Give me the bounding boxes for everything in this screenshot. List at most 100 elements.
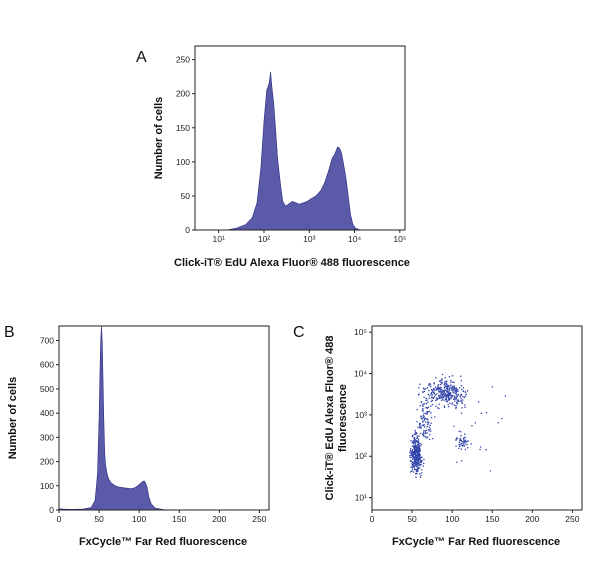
scatter-point bbox=[414, 442, 417, 444]
scatter-point bbox=[461, 401, 463, 403]
scatter-point bbox=[460, 435, 462, 437]
scatter-point bbox=[419, 405, 421, 407]
scatter-point bbox=[413, 456, 415, 458]
scatter-point bbox=[415, 469, 417, 471]
scatter-point bbox=[456, 400, 458, 402]
scatter-c: 0 50 100 150 200 250 10¹ 10² 10³ 10⁴ 10⁵ FxCycle™ … bbox=[324, 325, 583, 548]
scatter-point bbox=[459, 396, 461, 398]
scatter-point bbox=[423, 458, 425, 461]
scatter-point bbox=[447, 403, 449, 406]
scatter-point bbox=[443, 387, 445, 389]
chart-c-x-tick-label: 50 bbox=[407, 514, 417, 524]
scatter-point bbox=[416, 446, 419, 448]
scatter-point bbox=[485, 412, 488, 414]
scatter-point bbox=[413, 445, 416, 447]
scatter-point bbox=[474, 422, 477, 424]
scatter-point bbox=[444, 381, 446, 383]
scatter-point bbox=[433, 382, 435, 384]
scatter-point bbox=[441, 398, 444, 400]
scatter-point bbox=[441, 378, 443, 380]
scatter-point bbox=[452, 381, 454, 383]
scatter-point bbox=[463, 445, 466, 447]
scatter-point bbox=[423, 423, 425, 426]
scatter-point bbox=[450, 388, 453, 390]
scatter-point bbox=[425, 397, 427, 399]
scatter-point bbox=[428, 410, 430, 413]
scatter-point bbox=[411, 462, 413, 464]
scatter-point bbox=[426, 437, 428, 439]
scatter-point bbox=[418, 435, 420, 437]
scatter-point bbox=[415, 440, 417, 442]
scatter-point bbox=[416, 470, 418, 472]
scatter-point bbox=[456, 388, 458, 390]
scatter-point bbox=[463, 441, 465, 443]
scatter-point bbox=[437, 397, 439, 400]
scatter-point bbox=[447, 395, 449, 398]
scatter-point bbox=[447, 399, 449, 401]
scatter-point bbox=[411, 435, 414, 438]
scatter-point bbox=[417, 444, 419, 446]
scatter-point bbox=[435, 399, 437, 402]
scatter-point bbox=[462, 399, 464, 401]
scatter-point bbox=[452, 394, 454, 397]
scatter-point bbox=[419, 425, 421, 427]
scatter-point bbox=[419, 476, 422, 478]
scatter-point bbox=[417, 426, 419, 429]
scatter-point bbox=[414, 465, 416, 467]
scatter-point bbox=[422, 403, 424, 405]
scatter-point bbox=[435, 388, 437, 390]
scatter-point bbox=[446, 390, 448, 392]
scatter-point bbox=[418, 446, 420, 448]
scatter-point bbox=[417, 453, 419, 455]
scatter-point bbox=[430, 400, 432, 402]
scatter-point bbox=[453, 396, 456, 398]
scatter-point bbox=[426, 412, 428, 414]
scatter-point bbox=[414, 452, 416, 454]
scatter-point bbox=[460, 431, 462, 433]
scatter-point bbox=[431, 389, 433, 391]
scatter-point bbox=[417, 454, 419, 456]
scatter-point bbox=[414, 463, 416, 466]
scatter-point bbox=[440, 393, 442, 395]
scatter-point bbox=[431, 392, 433, 394]
scatter-point bbox=[413, 437, 415, 439]
scatter-point bbox=[447, 394, 449, 396]
scatter-point bbox=[418, 450, 420, 452]
scatter-point bbox=[441, 388, 443, 390]
scatter-point bbox=[459, 387, 461, 389]
scatter-point bbox=[453, 386, 455, 388]
scatter-point bbox=[443, 397, 445, 399]
scatter-point bbox=[446, 386, 448, 388]
chart-c-y-tick-label: 10⁵ bbox=[354, 327, 367, 337]
scatter-point bbox=[429, 438, 431, 440]
scatter-point bbox=[414, 432, 416, 435]
scatter-point bbox=[446, 385, 448, 388]
plot-frame-a bbox=[194, 45, 406, 231]
scatter-point bbox=[455, 439, 457, 441]
scatter-point bbox=[414, 461, 416, 464]
scatter-point bbox=[447, 392, 449, 395]
scatter-point bbox=[441, 381, 443, 384]
scatter-point bbox=[420, 444, 422, 446]
scatter-point bbox=[446, 395, 448, 397]
scatter-point bbox=[443, 399, 445, 401]
scatter-point bbox=[419, 456, 421, 458]
scatter-point bbox=[416, 435, 418, 437]
scatter-point bbox=[451, 389, 453, 391]
panel-label-a: A bbox=[136, 49, 147, 66]
scatter-point bbox=[471, 425, 473, 427]
scatter-point bbox=[459, 438, 461, 440]
plot-frame-c bbox=[371, 325, 583, 511]
scatter-point bbox=[432, 397, 434, 399]
scatter-point bbox=[424, 432, 427, 434]
scatter-point bbox=[460, 440, 463, 442]
scatter-point bbox=[412, 462, 414, 464]
scatter-point bbox=[454, 400, 456, 402]
scatter-point bbox=[444, 406, 446, 408]
scatter-point bbox=[419, 464, 422, 466]
scatter-point bbox=[412, 455, 414, 458]
scatter-point bbox=[415, 454, 418, 457]
scatter-point bbox=[450, 384, 452, 386]
scatter-point bbox=[434, 386, 437, 388]
scatter-point bbox=[455, 388, 457, 390]
